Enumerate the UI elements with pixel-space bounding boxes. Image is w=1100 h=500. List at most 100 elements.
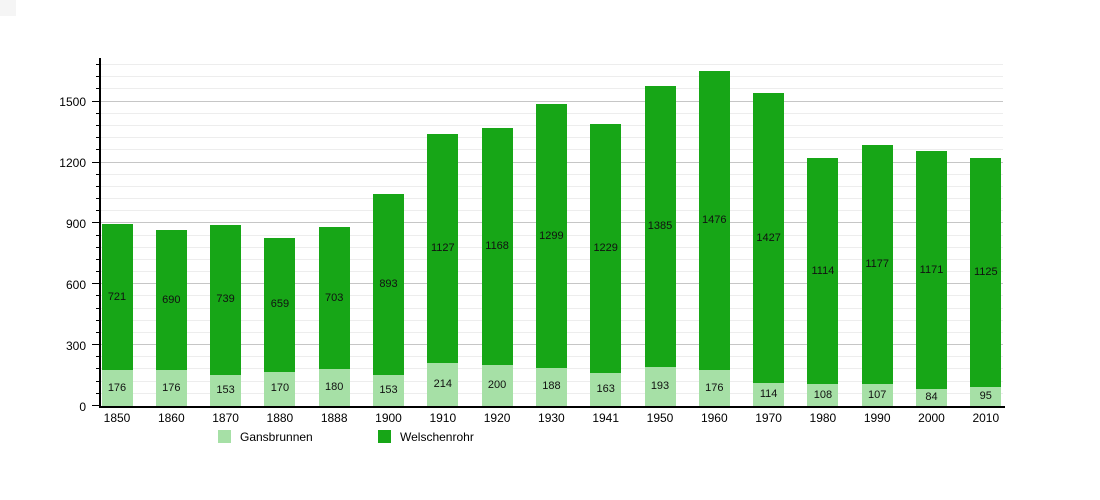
bar-value-label: 1299 — [539, 229, 564, 242]
bar-value-label: 1177 — [865, 258, 890, 271]
y-axis: 0 300 600 900 1200 1500 — [0, 59, 100, 414]
bar-value-label: 1476 — [702, 214, 727, 227]
y-axis-tick — [96, 149, 100, 151]
bar-segment-gansbrunnen: 84 — [916, 388, 947, 406]
y-axis-tick-label: 1200 — [59, 156, 86, 170]
bar-value-label: 153 — [216, 383, 235, 396]
bar-segment-welschenrohr: 659 — [264, 237, 296, 372]
bar-value-label: 108 — [813, 388, 833, 401]
legend-swatch-gansbrunnen — [218, 430, 231, 443]
bar-segment-welschenrohr: 1229 — [590, 123, 622, 373]
y-axis-tick — [96, 392, 100, 394]
bar-1930: 1299 188 — [535, 104, 567, 406]
y-axis-tick-label: 1500 — [59, 95, 86, 110]
x-axis-tick-label: 1850 — [103, 411, 131, 425]
bar-segment-gansbrunnen: 176 — [698, 370, 730, 406]
bar-2000: 1171 84 — [916, 151, 947, 406]
y-axis-tick — [96, 64, 100, 66]
bar-segment-gansbrunnen: 180 — [318, 369, 350, 406]
x-axis-tick-label: 1870 — [212, 411, 239, 425]
bar-1970: 1427 114 — [753, 93, 785, 406]
legend: Gansbrunnen Welschenrohr — [0, 428, 1100, 448]
bar-value-label: 1385 — [647, 219, 673, 232]
y-axis-tick — [96, 356, 100, 358]
y-axis-tick — [92, 283, 100, 285]
y-axis-tick — [96, 331, 100, 333]
legend-item-gansbrunnen: Gansbrunnen — [218, 428, 313, 445]
x-axis-tick-label: 1990 — [863, 411, 891, 425]
bar-value-label: 153 — [379, 383, 398, 396]
x-axis-tick-label: 1970 — [755, 411, 782, 425]
bar-segment-gansbrunnen: 163 — [590, 372, 622, 406]
bar-value-label: 193 — [650, 379, 670, 392]
bar-value-label: 1168 — [485, 240, 509, 253]
legend-swatch-welschenrohr — [378, 430, 391, 443]
bar-segment-welschenrohr: 703 — [318, 226, 350, 370]
bar-1980: 1114 108 — [807, 158, 839, 406]
bar-segment-welschenrohr: 739 — [210, 225, 242, 375]
x-axis-tick-label: 1941 — [592, 411, 620, 425]
bar-segment-gansbrunnen: 200 — [481, 365, 513, 406]
bar-value-label: 1127 — [430, 241, 455, 254]
y-axis-tick — [96, 76, 100, 78]
bar-value-label: 107 — [868, 388, 887, 401]
y-axis-line — [99, 58, 101, 407]
bar-segment-welschenrohr: 893 — [373, 193, 404, 375]
bar-value-label: 1125 — [973, 266, 998, 279]
bar-segment-welschenrohr: 1127 — [427, 133, 459, 363]
y-axis-tick — [92, 161, 100, 163]
bar-value-label: 176 — [162, 381, 181, 394]
y-axis-tick — [92, 405, 100, 406]
y-axis-tick — [92, 222, 100, 224]
bar-segment-welschenrohr: 1114 — [807, 158, 839, 385]
bar-1920: 1168 200 — [481, 128, 513, 406]
bar-segment-welschenrohr: 690 — [155, 230, 187, 371]
bar-segment-welschenrohr: 1476 — [698, 70, 730, 371]
bar-2010: 1125 95 — [970, 158, 1002, 406]
y-axis-tick — [96, 319, 100, 321]
bar-1888: 703 180 — [318, 226, 350, 406]
x-axis-tick-label: 1960 — [700, 411, 728, 425]
bar-1880: 659 170 — [264, 237, 296, 406]
y-axis-tick — [96, 258, 100, 260]
bar-segment-welschenrohr: 1168 — [481, 128, 513, 366]
y-axis-tick — [96, 234, 100, 236]
x-axis-tick-label: 1860 — [157, 411, 185, 425]
y-axis-tick — [96, 271, 100, 273]
bar-segment-gansbrunnen: 170 — [264, 371, 296, 406]
x-axis-tick-label: 1930 — [538, 411, 565, 425]
bar-segment-welschenrohr: 1299 — [535, 104, 567, 368]
x-axis-line — [99, 406, 1005, 408]
bar-segment-gansbrunnen: 153 — [210, 374, 242, 406]
bar-value-label: 163 — [596, 382, 615, 395]
bar-value-label: 893 — [379, 277, 398, 290]
legend-item-welschenrohr: Welschenrohr — [378, 428, 474, 445]
x-axis-tick-label: 1880 — [266, 411, 294, 425]
y-axis-tick — [96, 295, 100, 297]
bar-segment-gansbrunnen: 114 — [753, 382, 785, 406]
bar-value-label: 170 — [270, 382, 290, 395]
x-axis-tick-label: 1888 — [320, 411, 348, 425]
bar-segment-welschenrohr: 1125 — [970, 158, 1002, 387]
y-axis-tick — [92, 344, 100, 346]
y-axis-tick — [96, 88, 100, 90]
x-axis-tick-label: 1950 — [646, 411, 674, 425]
bar-1910: 1127 214 — [427, 133, 459, 406]
gridline-minor — [100, 88, 1003, 90]
gridline-minor — [100, 76, 1003, 78]
bar-value-label: 1114 — [811, 264, 835, 277]
bar-value-label: 176 — [107, 381, 127, 394]
y-axis-tick — [96, 137, 100, 139]
bar-segment-welschenrohr: 1427 — [753, 93, 785, 383]
bar-segment-gansbrunnen: 95 — [970, 386, 1002, 406]
y-axis-tick — [96, 380, 100, 382]
corner-artifact — [0, 0, 16, 16]
bar-segment-welschenrohr: 1385 — [644, 85, 676, 367]
bar-value-label: 176 — [705, 381, 724, 394]
bar-value-label: 739 — [216, 293, 235, 306]
y-axis-tick-label: 300 — [65, 338, 86, 353]
bar-1860: 690 176 — [155, 230, 187, 406]
bar-value-label: 200 — [487, 379, 507, 392]
plot-area: 721 176 690 176 739 153 659 170 703 180 893 153 1127… — [100, 59, 1003, 406]
